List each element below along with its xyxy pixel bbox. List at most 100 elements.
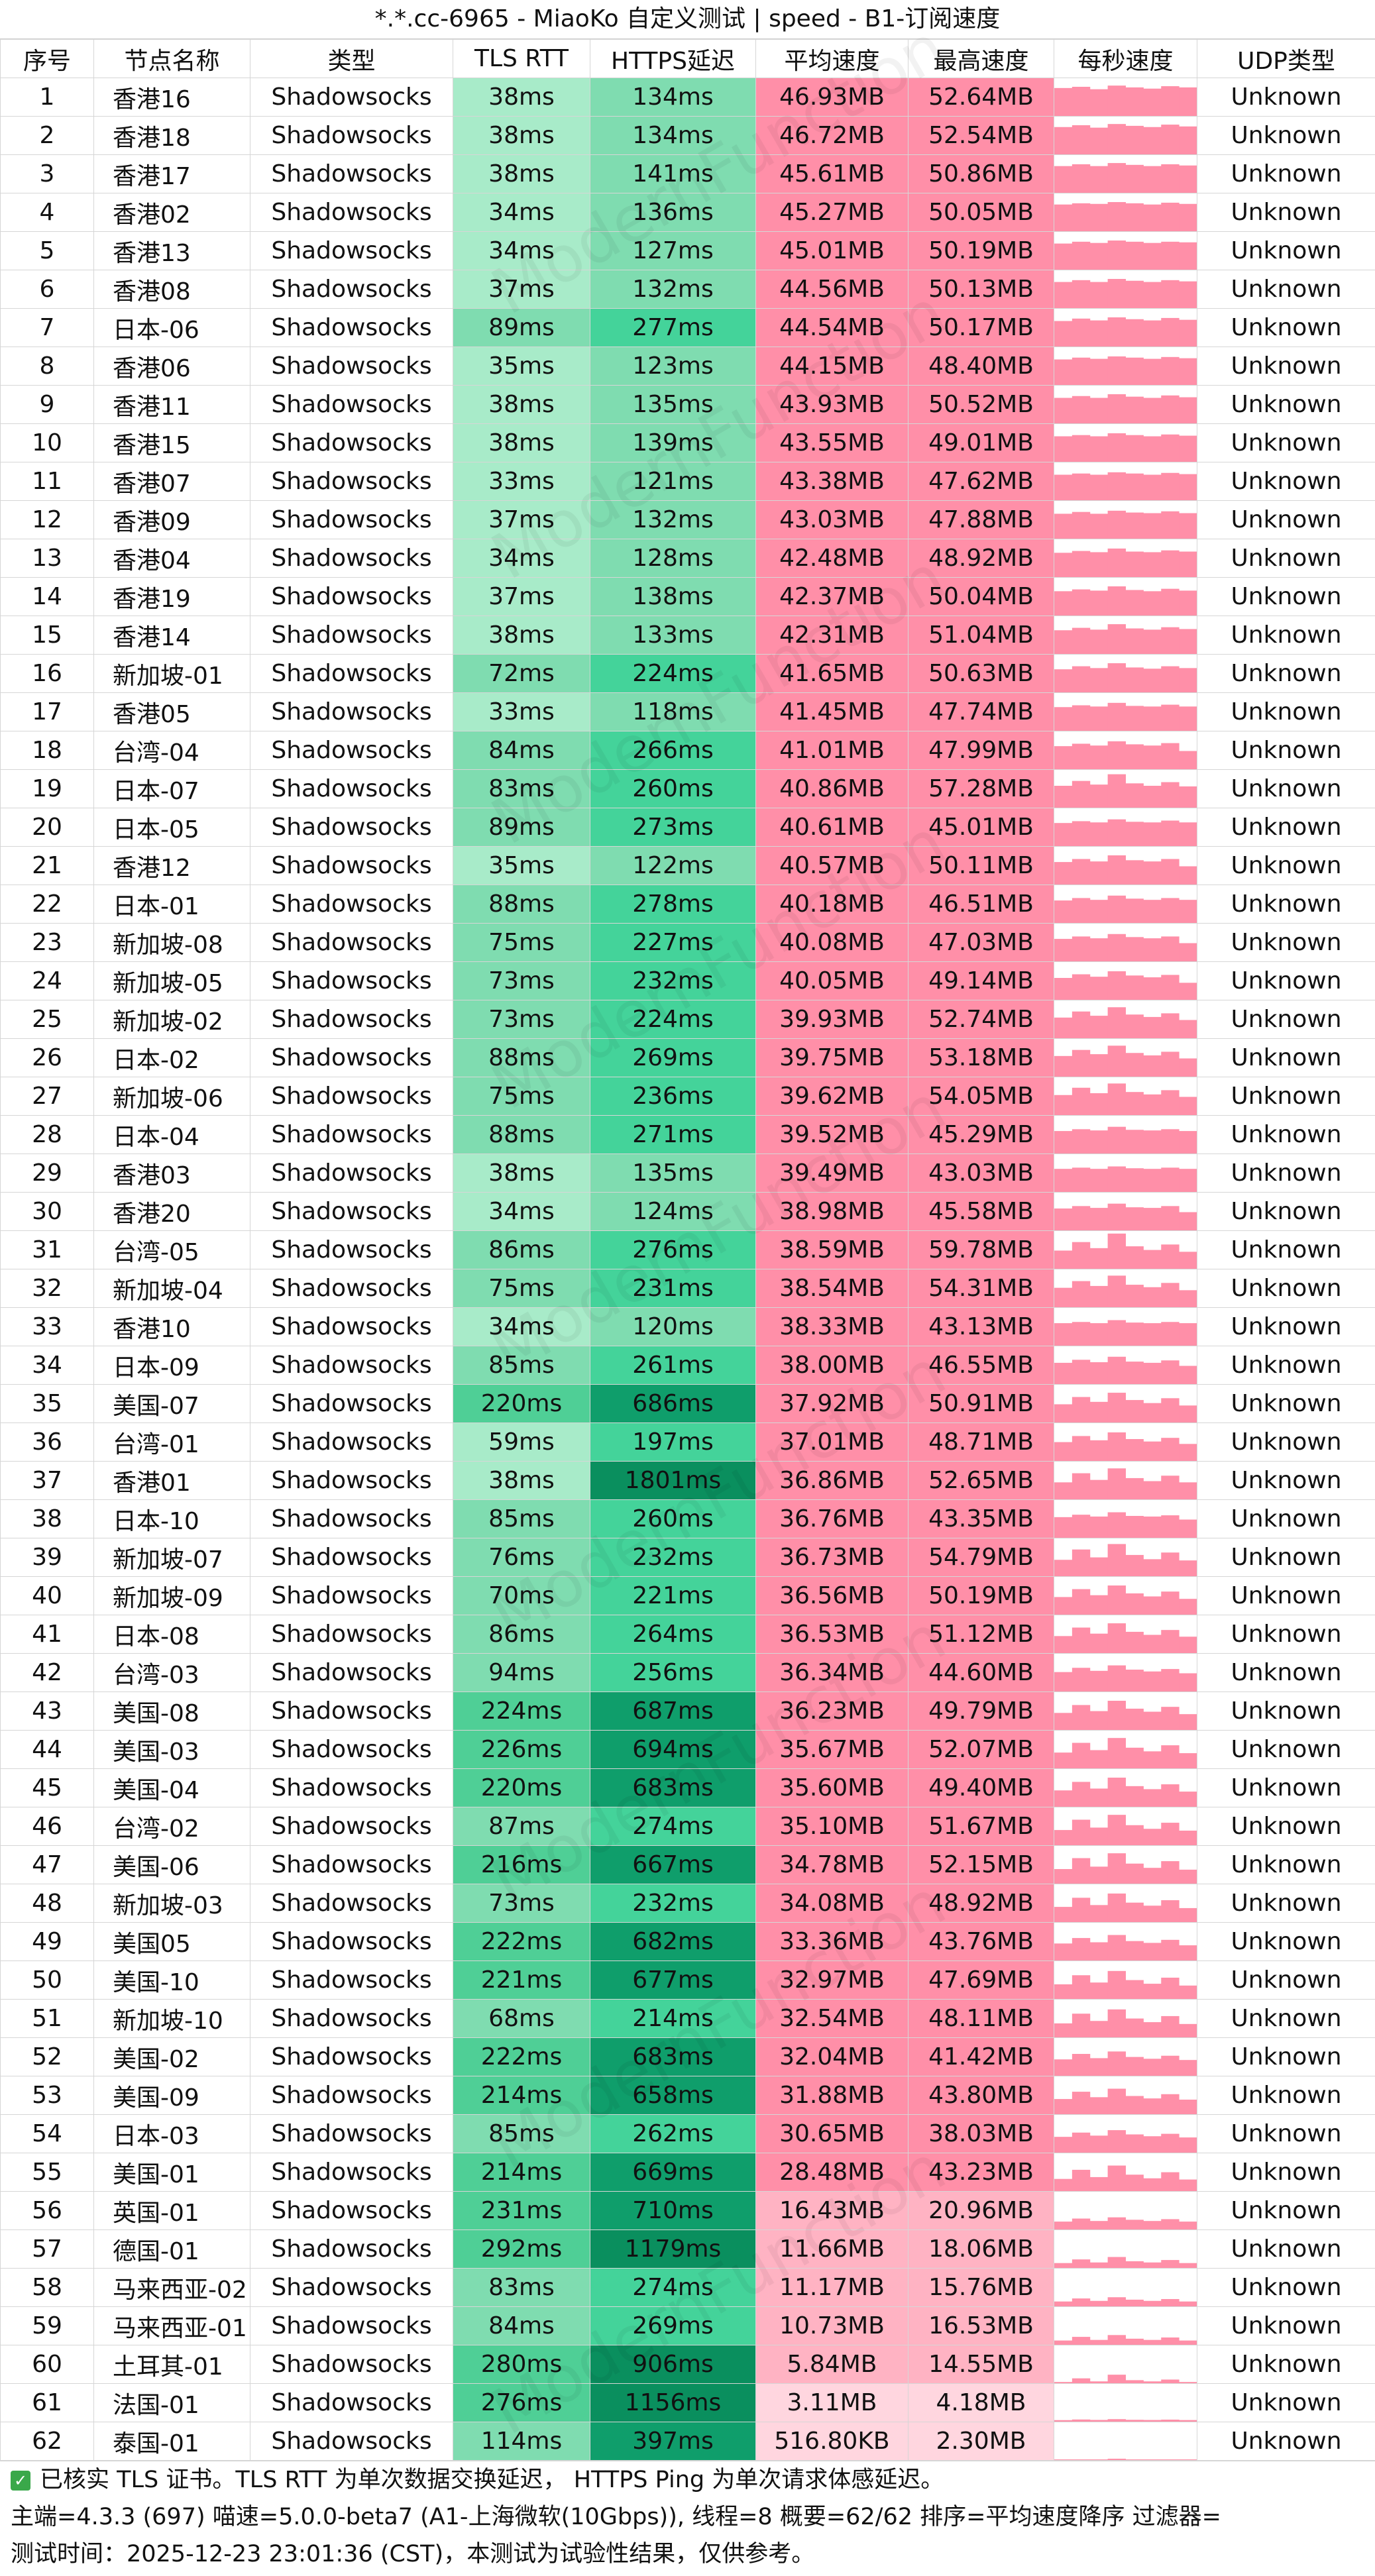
speed-bar bbox=[1089, 1866, 1109, 1884]
cell-index: 37 bbox=[0, 1461, 94, 1500]
speed-bar bbox=[1054, 2382, 1073, 2383]
cell-type: Shadowsocks bbox=[250, 231, 453, 270]
speed-bar bbox=[1107, 774, 1126, 808]
speed-bar bbox=[1107, 2130, 1126, 2153]
speed-bar bbox=[1143, 745, 1162, 769]
table-row: 6 香港08 Shadowsocks 37ms 132ms 44.56MB 50.13MB U… bbox=[0, 270, 1375, 309]
speed-bar bbox=[1054, 1713, 1073, 1730]
speed-bar bbox=[1143, 900, 1162, 923]
table-row: 54 日本-03 Shadowsocks 85ms 262ms 30.65MB 38.03M… bbox=[0, 2114, 1375, 2153]
speed-bar bbox=[1161, 434, 1180, 462]
cell-https-latency: 138ms bbox=[590, 577, 756, 616]
cell-name: 日本-10 bbox=[93, 1499, 250, 1538]
speed-bar bbox=[1143, 1094, 1162, 1115]
cell-max-speed: 48.92MB bbox=[908, 1884, 1054, 1923]
speed-bar bbox=[1072, 1627, 1091, 1653]
speed-bar bbox=[1089, 2420, 1109, 2422]
speed-bar bbox=[1161, 1745, 1180, 1768]
speed-sparkline bbox=[1054, 774, 1197, 808]
cell-https-latency: 133ms bbox=[590, 616, 756, 655]
speed-bar bbox=[1161, 1398, 1180, 1422]
speed-bar bbox=[1089, 1054, 1109, 1077]
speed-sparkline bbox=[1054, 1393, 1197, 1422]
cell-per-second-speed bbox=[1054, 1154, 1197, 1193]
speed-bar bbox=[1107, 472, 1126, 500]
cell-per-second-speed bbox=[1054, 1768, 1197, 1807]
cell-type: Shadowsocks bbox=[250, 1999, 453, 2038]
cell-udp-type: Unknown bbox=[1197, 500, 1375, 539]
speed-bar bbox=[1179, 87, 1197, 116]
speed-bar bbox=[1179, 822, 1197, 846]
cell-udp-type: Unknown bbox=[1197, 769, 1375, 808]
cell-index: 5 bbox=[0, 231, 94, 270]
speed-bar bbox=[1179, 1753, 1197, 1768]
speed-bar bbox=[1143, 1789, 1162, 1807]
speed-bar bbox=[1054, 474, 1073, 500]
cell-type: Shadowsocks bbox=[250, 1960, 453, 2000]
cell-udp-type: Unknown bbox=[1197, 385, 1375, 424]
speed-bar bbox=[1072, 2459, 1091, 2460]
speed-bar bbox=[1125, 1207, 1144, 1230]
cell-https-latency: 232ms bbox=[590, 1884, 756, 1923]
speed-bar bbox=[1107, 2419, 1126, 2422]
speed-bar bbox=[1107, 1126, 1126, 1154]
cell-udp-type: Unknown bbox=[1197, 1038, 1375, 1077]
cell-index: 53 bbox=[0, 2076, 94, 2115]
speed-bar bbox=[1107, 317, 1126, 347]
cell-max-speed: 15.76MB bbox=[908, 2268, 1054, 2307]
cell-udp-type: Unknown bbox=[1197, 2191, 1375, 2230]
cell-max-speed: 20.96MB bbox=[908, 2191, 1054, 2230]
footer-time: 测试时间：2025-12-23 23:01:36 (CST)，本测试为试验性结果… bbox=[11, 2541, 815, 2567]
cell-max-speed: 54.05MB bbox=[908, 1077, 1054, 1116]
col-header-type: 类型 bbox=[250, 39, 453, 78]
cell-tls-rtt: 34ms bbox=[453, 1192, 590, 1231]
cell-https-latency: 221ms bbox=[590, 1576, 756, 1615]
speed-bar bbox=[1125, 1786, 1144, 1807]
speed-bar bbox=[1161, 1977, 1180, 1999]
cell-udp-type: Unknown bbox=[1197, 1922, 1375, 1961]
cell-https-latency: 118ms bbox=[590, 692, 756, 731]
speed-bar bbox=[1125, 706, 1144, 731]
speed-bar bbox=[1089, 513, 1109, 539]
speed-bar bbox=[1125, 1168, 1144, 1192]
speed-sparkline bbox=[1054, 1935, 1197, 1960]
speed-bar bbox=[1179, 1058, 1197, 1077]
speed-bar bbox=[1089, 1130, 1109, 1154]
speed-sparkline bbox=[1054, 2458, 1197, 2460]
cell-index: 54 bbox=[0, 2114, 94, 2153]
speed-bar bbox=[1161, 1669, 1180, 1691]
speed-bar bbox=[1089, 861, 1109, 885]
cell-avg-speed: 41.45MB bbox=[755, 692, 908, 731]
cell-avg-speed: 16.43MB bbox=[755, 2191, 908, 2230]
cell-max-speed: 49.79MB bbox=[908, 1691, 1054, 1731]
speed-bar bbox=[1054, 2137, 1073, 2153]
cell-type: Shadowsocks bbox=[250, 385, 453, 424]
speed-sparkline bbox=[1054, 394, 1197, 423]
speed-bar bbox=[1072, 1938, 1091, 1960]
speed-bar bbox=[1125, 2174, 1144, 2191]
cell-tls-rtt: 84ms bbox=[453, 731, 590, 770]
speed-bar bbox=[1054, 1017, 1073, 1038]
speed-bar bbox=[1107, 433, 1126, 462]
speed-bar bbox=[1072, 2378, 1091, 2383]
speed-bar bbox=[1054, 669, 1073, 692]
speed-bar bbox=[1089, 1208, 1109, 1230]
speed-sparkline bbox=[1054, 279, 1197, 308]
speed-bar bbox=[1089, 1670, 1109, 1691]
speed-bar bbox=[1125, 1825, 1144, 1845]
cell-per-second-speed bbox=[1054, 1115, 1197, 1154]
speed-bar bbox=[1089, 2459, 1109, 2460]
cell-avg-speed: 36.53MB bbox=[755, 1615, 908, 1654]
cell-https-latency: 231ms bbox=[590, 1269, 756, 1308]
speed-bar bbox=[1089, 1557, 1109, 1576]
cell-name: 马来西亚-01 bbox=[93, 2306, 250, 2345]
speed-bar bbox=[1161, 1900, 1180, 1922]
speed-bar bbox=[1125, 2134, 1144, 2153]
speed-bar bbox=[1072, 780, 1091, 808]
table-row: 48 新加坡-03 Shadowsocks 73ms 232ms 34.08MB 48.92… bbox=[0, 1884, 1375, 1923]
cell-type: Shadowsocks bbox=[250, 1384, 453, 1423]
table-row: 40 新加坡-09 Shadowsocks 70ms 221ms 36.56MB 50.19… bbox=[0, 1576, 1375, 1615]
cell-avg-speed: 5.84MB bbox=[755, 2345, 908, 2384]
speed-sparkline bbox=[1054, 241, 1197, 270]
cell-tls-rtt: 34ms bbox=[453, 231, 590, 270]
